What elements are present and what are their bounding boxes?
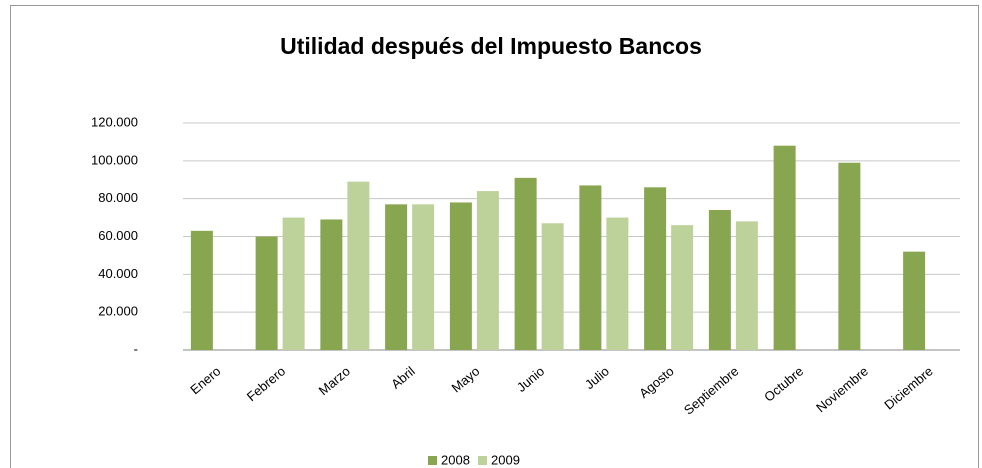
- bar: [347, 181, 370, 350]
- y-tick-label: 40.000: [98, 266, 138, 281]
- y-tick-label: -: [134, 341, 138, 356]
- bar: [644, 187, 667, 350]
- bar: [606, 217, 629, 350]
- bar: [671, 225, 694, 350]
- bar: [773, 145, 796, 350]
- legend-label: 2009: [491, 452, 520, 467]
- legend-label: 2008: [441, 452, 470, 467]
- bar: [514, 177, 537, 350]
- bar: [579, 185, 602, 350]
- bar: [449, 202, 472, 350]
- y-tick-label: 80.000: [98, 190, 138, 205]
- bar: [385, 204, 408, 350]
- bar: [190, 230, 213, 350]
- y-tick-label: 20.000: [98, 304, 138, 319]
- legend-swatch: [428, 456, 437, 465]
- bar: [838, 162, 861, 350]
- bar: [412, 204, 435, 350]
- bar: [903, 251, 926, 350]
- bar: [708, 210, 731, 350]
- chart-title: Utilidad después del Impuesto Bancos: [280, 33, 702, 59]
- bar: [735, 221, 758, 350]
- bar: [320, 219, 343, 350]
- bar: [282, 217, 305, 350]
- bar: [476, 191, 499, 350]
- y-tick-label: 60.000: [98, 228, 138, 243]
- y-tick-label: 100.000: [91, 152, 138, 167]
- legend-swatch: [478, 456, 487, 465]
- bar: [255, 236, 278, 350]
- y-tick-label: 120.000: [91, 114, 138, 129]
- bar: [541, 223, 564, 350]
